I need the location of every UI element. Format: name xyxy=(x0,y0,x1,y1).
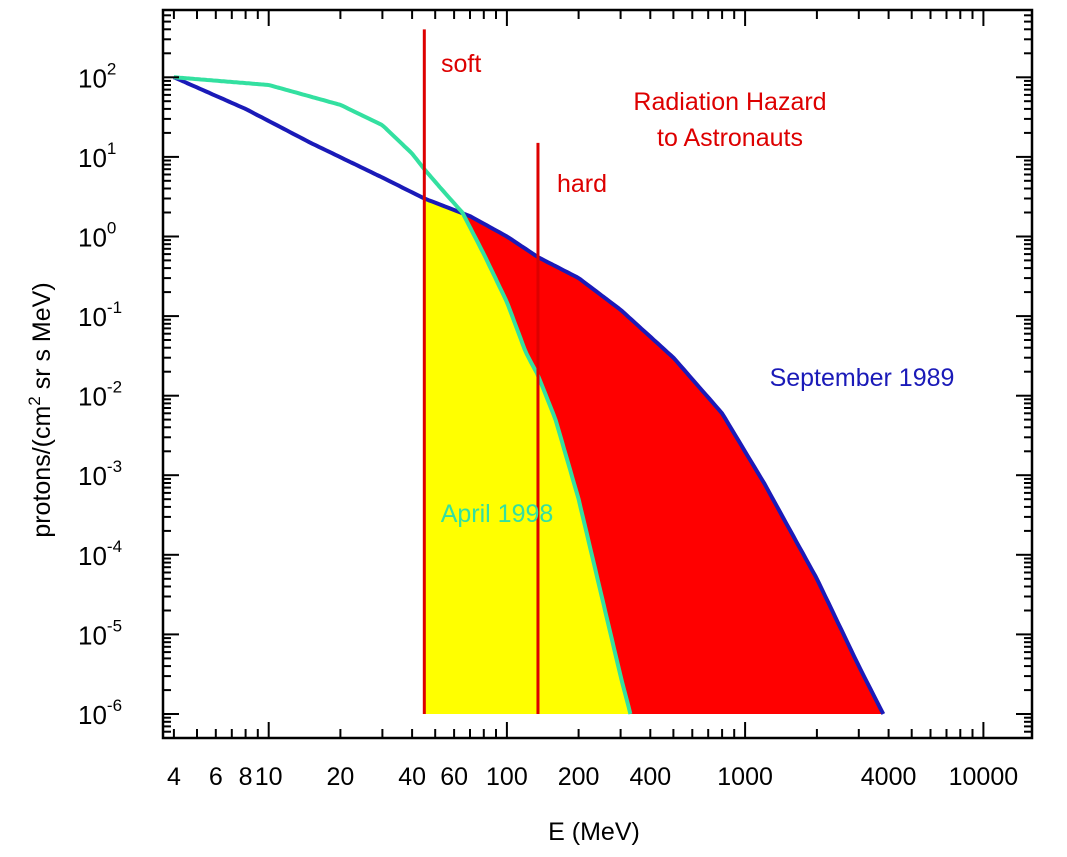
y-tick-label-base: 10 xyxy=(78,302,107,332)
y-tick-label: 10-4 xyxy=(78,537,122,571)
y-tick-label-exponent: -4 xyxy=(107,537,122,556)
x-tick-label: 60 xyxy=(440,763,468,791)
x-tick-label: 4 xyxy=(167,763,181,791)
annotation-radiation-hazard: Radiation Hazard xyxy=(633,88,826,116)
y-tick-label: 10-2 xyxy=(78,378,122,412)
y-tick-label-exponent: -3 xyxy=(107,457,122,476)
y-axis-title-rest: sr s MeV) xyxy=(28,282,56,396)
y-tick-label-exponent: -5 xyxy=(107,616,122,635)
x-tick-label: 1000 xyxy=(717,763,773,791)
y-tick-label: 100 xyxy=(78,219,116,253)
y-tick-label-exponent: 2 xyxy=(107,59,116,78)
x-tick-label: 40 xyxy=(398,763,426,791)
y-tick-label: 10-5 xyxy=(78,616,122,650)
series-lines xyxy=(173,75,886,715)
annotation-to-astronauts: to Astronauts xyxy=(657,124,803,152)
y-tick-label-base: 10 xyxy=(78,700,107,730)
x-tick-labels: 4 6 8 10 20 40 60 100 200 400 1000 4000 10000 xyxy=(167,763,1018,791)
y-tick-label-base: 10 xyxy=(78,143,107,173)
y-tick-label-exponent: 0 xyxy=(107,219,116,238)
y-tick-label-exponent: -6 xyxy=(107,696,122,715)
y-tick-label: 10-1 xyxy=(78,298,122,332)
y-axis-title: protons/(cm2 sr s MeV) xyxy=(25,282,56,537)
axis-ticks xyxy=(163,9,1032,739)
hazard-threshold-lines xyxy=(422,29,540,715)
x-tick-label: 8 xyxy=(239,763,253,791)
series-label-april-1998: April 1998 xyxy=(441,500,554,528)
y-tick-label: 10-6 xyxy=(78,696,122,730)
series-label-september-1989: September 1989 xyxy=(770,364,955,392)
y-axis-title-main: protons/(cm xyxy=(28,406,56,538)
y-tick-label: 101 xyxy=(78,139,116,173)
hard-line-label: hard xyxy=(557,170,607,198)
x-tick-label: 200 xyxy=(558,763,600,791)
x-tick-label: 10000 xyxy=(949,763,1019,791)
series-line-september-1989 xyxy=(173,75,886,715)
plot-frame xyxy=(161,8,1034,740)
soft-line-label: soft xyxy=(441,50,481,78)
x-axis-title: E (MeV) xyxy=(548,818,640,846)
y-tick-label-exponent: -2 xyxy=(107,378,122,397)
y-tick-label-base: 10 xyxy=(78,461,107,491)
y-tick-label: 10-3 xyxy=(78,457,122,491)
y-tick-label-base: 10 xyxy=(78,382,107,412)
x-tick-label: 100 xyxy=(486,763,528,791)
x-tick-label: 6 xyxy=(209,763,223,791)
y-tick-label-base: 10 xyxy=(78,620,107,650)
x-tick-label: 10 xyxy=(255,763,283,791)
y-tick-label-base: 10 xyxy=(78,63,107,93)
x-tick-label: 4000 xyxy=(861,763,917,791)
series-line-april-1998 xyxy=(173,75,633,715)
y-tick-label-exponent: 1 xyxy=(107,139,116,158)
y-tick-label: 102 xyxy=(78,59,116,93)
y-tick-label-exponent: -1 xyxy=(107,298,122,317)
x-tick-label: 20 xyxy=(326,763,354,791)
y-axis-title-superscript: 2 xyxy=(25,396,44,405)
soft-hazard-region xyxy=(424,198,631,715)
y-tick-label-base: 10 xyxy=(78,541,107,571)
y-tick-label-base: 10 xyxy=(78,223,107,253)
x-tick-label: 400 xyxy=(629,763,671,791)
